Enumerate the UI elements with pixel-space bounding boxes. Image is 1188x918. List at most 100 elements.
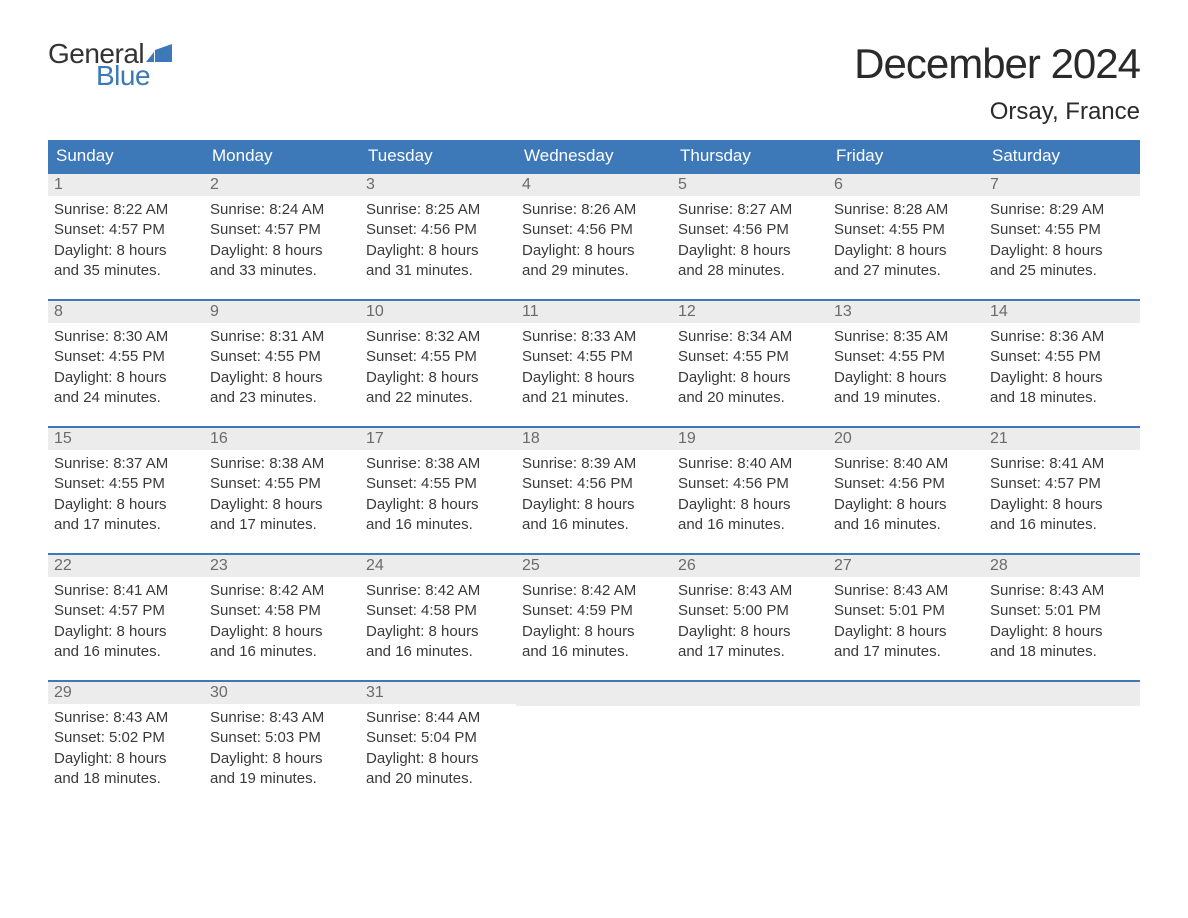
sunrise-line: Sunrise: 8:39 AM xyxy=(522,454,666,474)
sunset-line: Sunset: 4:56 PM xyxy=(366,220,510,240)
daylight-line-1: Daylight: 8 hours xyxy=(990,622,1134,642)
sunrise-line: Sunrise: 8:40 AM xyxy=(834,454,978,474)
day-cell: 21Sunrise: 8:41 AMSunset: 4:57 PMDayligh… xyxy=(984,428,1140,535)
day-number: 7 xyxy=(984,174,1140,196)
sunset-line: Sunset: 4:56 PM xyxy=(522,474,666,494)
weeks-container: 1Sunrise: 8:22 AMSunset: 4:57 PMDaylight… xyxy=(48,172,1140,789)
day-number: 20 xyxy=(828,428,984,450)
daylight-line-2: and 19 minutes. xyxy=(834,388,978,408)
day-cell: 16Sunrise: 8:38 AMSunset: 4:55 PMDayligh… xyxy=(204,428,360,535)
day-number: 25 xyxy=(516,555,672,577)
daylight-line-2: and 16 minutes. xyxy=(522,642,666,662)
sunrise-line: Sunrise: 8:43 AM xyxy=(990,581,1134,601)
day-cell: 22Sunrise: 8:41 AMSunset: 4:57 PMDayligh… xyxy=(48,555,204,662)
day-cell xyxy=(828,682,984,789)
daylight-line-1: Daylight: 8 hours xyxy=(522,368,666,388)
day-content: Sunrise: 8:30 AMSunset: 4:55 PMDaylight:… xyxy=(48,323,204,408)
day-number: 15 xyxy=(48,428,204,450)
day-cell xyxy=(516,682,672,789)
daylight-line-1: Daylight: 8 hours xyxy=(366,241,510,261)
day-content: Sunrise: 8:40 AMSunset: 4:56 PMDaylight:… xyxy=(672,450,828,535)
sunrise-line: Sunrise: 8:38 AM xyxy=(210,454,354,474)
day-number: 27 xyxy=(828,555,984,577)
day-number: 12 xyxy=(672,301,828,323)
daylight-line-2: and 22 minutes. xyxy=(366,388,510,408)
sunrise-line: Sunrise: 8:33 AM xyxy=(522,327,666,347)
sunset-line: Sunset: 4:55 PM xyxy=(834,347,978,367)
day-number: 3 xyxy=(360,174,516,196)
sunrise-line: Sunrise: 8:25 AM xyxy=(366,200,510,220)
daylight-line-2: and 16 minutes. xyxy=(990,515,1134,535)
daylight-line-1: Daylight: 8 hours xyxy=(54,749,198,769)
daylight-line-1: Daylight: 8 hours xyxy=(522,495,666,515)
daylight-line-2: and 16 minutes. xyxy=(522,515,666,535)
calendar: SundayMondayTuesdayWednesdayThursdayFrid… xyxy=(48,140,1140,789)
day-cell: 1Sunrise: 8:22 AMSunset: 4:57 PMDaylight… xyxy=(48,174,204,281)
day-number: 9 xyxy=(204,301,360,323)
daylight-line-2: and 17 minutes. xyxy=(54,515,198,535)
daylight-line-1: Daylight: 8 hours xyxy=(366,495,510,515)
day-content: Sunrise: 8:41 AMSunset: 4:57 PMDaylight:… xyxy=(48,577,204,662)
day-content: Sunrise: 8:22 AMSunset: 4:57 PMDaylight:… xyxy=(48,196,204,281)
daylight-line-2: and 19 minutes. xyxy=(210,769,354,789)
day-content: Sunrise: 8:43 AMSunset: 5:00 PMDaylight:… xyxy=(672,577,828,662)
day-cell: 26Sunrise: 8:43 AMSunset: 5:00 PMDayligh… xyxy=(672,555,828,662)
day-content: Sunrise: 8:34 AMSunset: 4:55 PMDaylight:… xyxy=(672,323,828,408)
daylight-line-2: and 27 minutes. xyxy=(834,261,978,281)
day-content: Sunrise: 8:29 AMSunset: 4:55 PMDaylight:… xyxy=(984,196,1140,281)
logo-text-blue: Blue xyxy=(96,62,172,90)
sunset-line: Sunset: 4:55 PM xyxy=(210,474,354,494)
day-number: 1 xyxy=(48,174,204,196)
day-cell: 3Sunrise: 8:25 AMSunset: 4:56 PMDaylight… xyxy=(360,174,516,281)
daylight-line-1: Daylight: 8 hours xyxy=(210,622,354,642)
daylight-line-2: and 16 minutes. xyxy=(678,515,822,535)
sunset-line: Sunset: 4:59 PM xyxy=(522,601,666,621)
sunset-line: Sunset: 4:57 PM xyxy=(54,601,198,621)
day-number: 10 xyxy=(360,301,516,323)
sunrise-line: Sunrise: 8:42 AM xyxy=(366,581,510,601)
daylight-line-2: and 20 minutes. xyxy=(366,769,510,789)
daylight-line-2: and 29 minutes. xyxy=(522,261,666,281)
day-number: 4 xyxy=(516,174,672,196)
day-content: Sunrise: 8:43 AMSunset: 5:01 PMDaylight:… xyxy=(984,577,1140,662)
day-cell: 11Sunrise: 8:33 AMSunset: 4:55 PMDayligh… xyxy=(516,301,672,408)
daylight-line-2: and 16 minutes. xyxy=(366,642,510,662)
location: Orsay, France xyxy=(854,98,1140,126)
sunset-line: Sunset: 4:58 PM xyxy=(366,601,510,621)
sunset-line: Sunset: 4:55 PM xyxy=(834,220,978,240)
day-cell: 25Sunrise: 8:42 AMSunset: 4:59 PMDayligh… xyxy=(516,555,672,662)
day-content: Sunrise: 8:25 AMSunset: 4:56 PMDaylight:… xyxy=(360,196,516,281)
daylight-line-1: Daylight: 8 hours xyxy=(522,241,666,261)
weekday-friday: Friday xyxy=(828,140,984,172)
sunset-line: Sunset: 4:57 PM xyxy=(210,220,354,240)
day-cell: 9Sunrise: 8:31 AMSunset: 4:55 PMDaylight… xyxy=(204,301,360,408)
sunrise-line: Sunrise: 8:42 AM xyxy=(522,581,666,601)
day-number: 21 xyxy=(984,428,1140,450)
sunset-line: Sunset: 4:56 PM xyxy=(678,220,822,240)
day-content: Sunrise: 8:42 AMSunset: 4:58 PMDaylight:… xyxy=(204,577,360,662)
daylight-line-1: Daylight: 8 hours xyxy=(210,241,354,261)
day-number: 16 xyxy=(204,428,360,450)
day-cell: 28Sunrise: 8:43 AMSunset: 5:01 PMDayligh… xyxy=(984,555,1140,662)
day-cell: 7Sunrise: 8:29 AMSunset: 4:55 PMDaylight… xyxy=(984,174,1140,281)
day-content: Sunrise: 8:26 AMSunset: 4:56 PMDaylight:… xyxy=(516,196,672,281)
daylight-line-2: and 18 minutes. xyxy=(54,769,198,789)
daylight-line-1: Daylight: 8 hours xyxy=(366,749,510,769)
daylight-line-1: Daylight: 8 hours xyxy=(834,368,978,388)
day-cell: 31Sunrise: 8:44 AMSunset: 5:04 PMDayligh… xyxy=(360,682,516,789)
day-number: 31 xyxy=(360,682,516,704)
day-number: 24 xyxy=(360,555,516,577)
sunset-line: Sunset: 5:02 PM xyxy=(54,728,198,748)
day-number: 19 xyxy=(672,428,828,450)
day-content: Sunrise: 8:28 AMSunset: 4:55 PMDaylight:… xyxy=(828,196,984,281)
day-cell: 12Sunrise: 8:34 AMSunset: 4:55 PMDayligh… xyxy=(672,301,828,408)
weekday-sunday: Sunday xyxy=(48,140,204,172)
day-cell: 30Sunrise: 8:43 AMSunset: 5:03 PMDayligh… xyxy=(204,682,360,789)
sunrise-line: Sunrise: 8:26 AM xyxy=(522,200,666,220)
day-content: Sunrise: 8:44 AMSunset: 5:04 PMDaylight:… xyxy=(360,704,516,789)
sunrise-line: Sunrise: 8:38 AM xyxy=(366,454,510,474)
day-content: Sunrise: 8:41 AMSunset: 4:57 PMDaylight:… xyxy=(984,450,1140,535)
empty-day xyxy=(516,682,672,706)
sunrise-line: Sunrise: 8:44 AM xyxy=(366,708,510,728)
week-row: 8Sunrise: 8:30 AMSunset: 4:55 PMDaylight… xyxy=(48,299,1140,408)
